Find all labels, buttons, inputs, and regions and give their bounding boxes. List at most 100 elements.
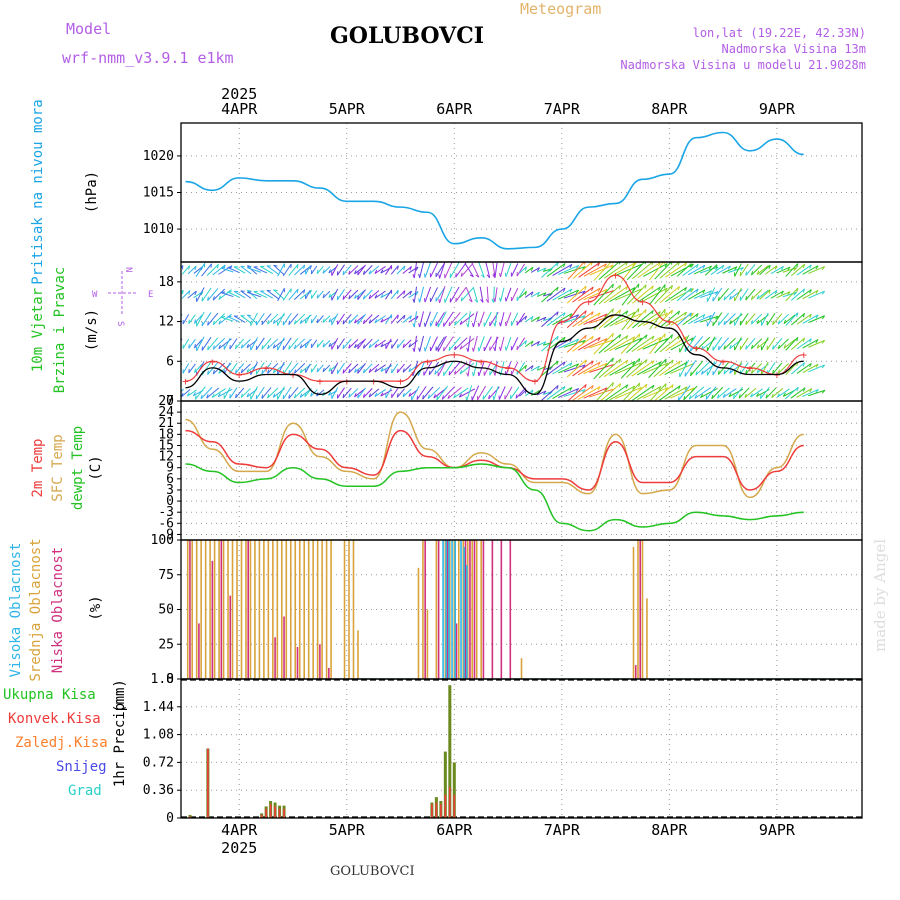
wind-arrow — [493, 286, 495, 303]
wind-arrow — [504, 386, 513, 400]
wind-arrow — [206, 263, 219, 277]
wind-arrow — [593, 332, 614, 355]
wind-arrow-head — [374, 392, 378, 397]
wind-arrow — [294, 289, 306, 300]
wind-arrow — [385, 338, 392, 349]
wind-arrow-head — [637, 308, 640, 313]
wind-arrow-head — [689, 312, 692, 317]
wind-arrow — [751, 264, 763, 276]
wind-arrow — [494, 336, 498, 351]
wind-arrow — [572, 311, 594, 328]
wind-arrow-head — [670, 262, 673, 265]
wind-arrow-head — [638, 333, 641, 338]
wind-arrow — [449, 286, 460, 303]
wind-arrow — [310, 265, 318, 275]
wind-arrow-head — [357, 295, 359, 300]
wind-arrow — [796, 289, 812, 301]
wind-arrow-head — [611, 333, 614, 338]
wind-arrow-head — [821, 266, 826, 271]
wind-arrow — [505, 336, 512, 351]
wind-arrow — [546, 263, 566, 277]
wind-arrow — [664, 361, 688, 376]
y-tick-label: 18 — [158, 427, 174, 442]
wind-arrow — [368, 388, 380, 398]
legend-hail: Grad — [68, 783, 102, 799]
wind-arrow — [348, 388, 359, 398]
wind-arrow — [207, 312, 219, 326]
wind-arrow — [322, 266, 331, 274]
wind-arrow — [459, 362, 475, 375]
wind-arrow — [516, 337, 526, 351]
wind-arrow-head — [705, 395, 708, 400]
wind-arrow-head — [447, 394, 450, 399]
wind-arrow-head — [246, 393, 250, 398]
wind-arrow — [435, 287, 445, 302]
wind-arrow-head — [658, 386, 662, 391]
wind-arrow-head — [809, 338, 812, 343]
temp-axis-label: 2m Temp — [30, 438, 46, 497]
wind-arrow-head — [815, 314, 819, 319]
wind-arrow — [277, 263, 285, 277]
wind-arrow-head — [492, 274, 496, 279]
wind-arrow-head — [206, 394, 209, 399]
wind-arrow — [419, 262, 425, 278]
wind-arrow — [250, 386, 258, 400]
wind-arrow — [196, 336, 205, 352]
wind-arrow-head — [485, 298, 489, 303]
wind-arrow-head — [727, 265, 731, 270]
wind-arrow — [712, 361, 723, 376]
wind-arrow — [593, 262, 612, 281]
precip-total-bar — [443, 751, 447, 818]
wind-arrow-head — [723, 345, 726, 350]
wind-arrow — [368, 290, 380, 300]
wind-arrow-head — [188, 344, 190, 349]
wind-arrow-head — [711, 394, 714, 399]
wind-arrow-head — [625, 286, 629, 291]
wind-arrow — [699, 291, 719, 299]
wind-arrow-head — [536, 365, 540, 370]
wind-arrow-head — [221, 315, 226, 318]
wind-arrow — [603, 384, 629, 401]
wind-arrow-head — [362, 369, 365, 374]
wind-arrow — [368, 314, 380, 324]
wind-arrow-head — [322, 269, 325, 274]
wind-arrow — [695, 361, 711, 376]
wind-arrow — [472, 311, 478, 328]
wind-arrow — [712, 312, 723, 327]
x-tick-label-top: 4APR — [221, 100, 258, 118]
wind-arrow — [479, 286, 484, 303]
wind-arrow-head — [218, 344, 221, 349]
wind-arrow — [699, 315, 719, 323]
wind-arrow — [808, 266, 825, 274]
wind-arrow — [304, 388, 312, 398]
wind-arrow-head — [235, 344, 237, 349]
wind-arrow — [348, 289, 359, 300]
wind-arrow-head — [368, 294, 372, 299]
wind-arrow-head — [611, 308, 614, 313]
wind-arrow-head — [217, 393, 221, 398]
wind-arrow — [524, 291, 534, 298]
wind-arrow — [233, 315, 246, 323]
wind-arrow — [273, 264, 285, 276]
wind-arrow-head — [604, 362, 608, 367]
wind-arrow-head — [582, 290, 586, 295]
wind-arrow — [683, 385, 698, 401]
y-tick-label: 0 — [166, 811, 174, 826]
wind-arrow — [593, 357, 614, 380]
wind-arrow-head — [729, 369, 732, 374]
wind-arrow — [328, 291, 337, 298]
wind-arrow — [413, 286, 418, 303]
wind-arrow-head — [396, 393, 399, 398]
wind-arrow-head — [702, 314, 706, 319]
wind-arrow-head — [466, 323, 469, 328]
wind-arrow — [572, 360, 594, 377]
wind-arrow — [322, 315, 331, 323]
wind-arrow-head — [380, 343, 384, 348]
wind-arrow — [802, 339, 819, 349]
wind-arrow — [363, 338, 373, 349]
wind-arrow — [357, 264, 366, 276]
x-tick-label-top: 9APR — [759, 100, 796, 118]
wind-arrow-head — [683, 395, 686, 401]
wind-arrow-head — [188, 319, 190, 324]
wind-arrow — [424, 311, 432, 327]
